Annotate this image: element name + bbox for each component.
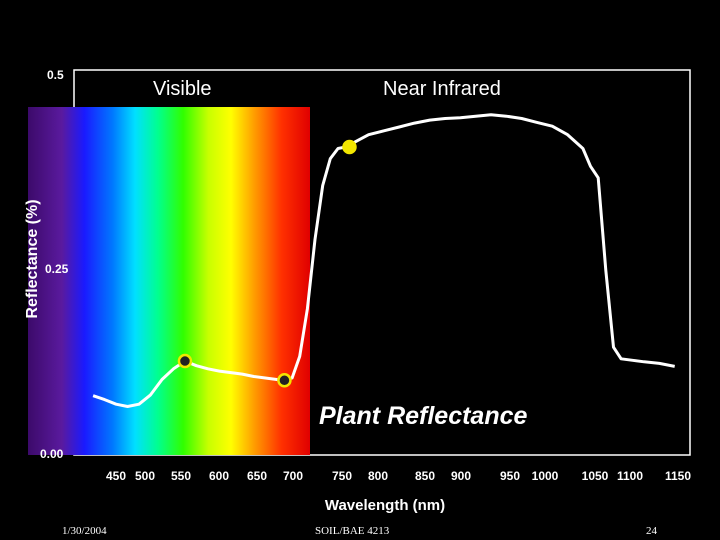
- x-tick-label: 550: [170, 469, 192, 483]
- footer-course: SOIL/BAE 4213: [315, 525, 390, 537]
- plant-reflectance-annotation: Plant Reflectance: [319, 402, 528, 430]
- near-infrared-region-label: Near Infrared: [383, 78, 501, 100]
- y-tick-label: 0.5: [47, 68, 64, 82]
- x-tick-label: 700: [282, 469, 304, 483]
- x-tick-label: 1150: [664, 469, 692, 483]
- x-tick-label: 800: [367, 469, 389, 483]
- footer-date: 1/30/2004: [62, 525, 107, 537]
- y-tick-label: 0.00: [40, 447, 64, 461]
- x-tick-label: 850: [414, 469, 436, 483]
- x-tick-label: 1100: [616, 469, 644, 483]
- x-tick-label: 1050: [581, 469, 609, 483]
- x-tick-label: 450: [105, 469, 127, 483]
- x-axis-label: Wavelength (nm): [324, 497, 446, 514]
- x-tick-label: 1000: [531, 469, 559, 483]
- x-tick-label: 950: [499, 469, 521, 483]
- footer-page-number: 24: [646, 525, 657, 537]
- reflectance-marker: [342, 139, 357, 155]
- x-tick-label: 600: [208, 469, 230, 483]
- y-axis-label: Reflectance (%): [24, 199, 41, 319]
- x-tick-label: 900: [450, 469, 472, 483]
- x-tick-label: 750: [331, 469, 353, 483]
- reflectance-marker: [277, 373, 292, 388]
- reflectance-marker: [177, 353, 193, 369]
- x-tick-label: 650: [246, 469, 268, 483]
- x-tick-label: 500: [134, 469, 156, 483]
- visible-region-label: Visible: [153, 78, 212, 100]
- visible-spectrum-band: [28, 107, 310, 455]
- y-tick-label: 0.25: [45, 262, 69, 276]
